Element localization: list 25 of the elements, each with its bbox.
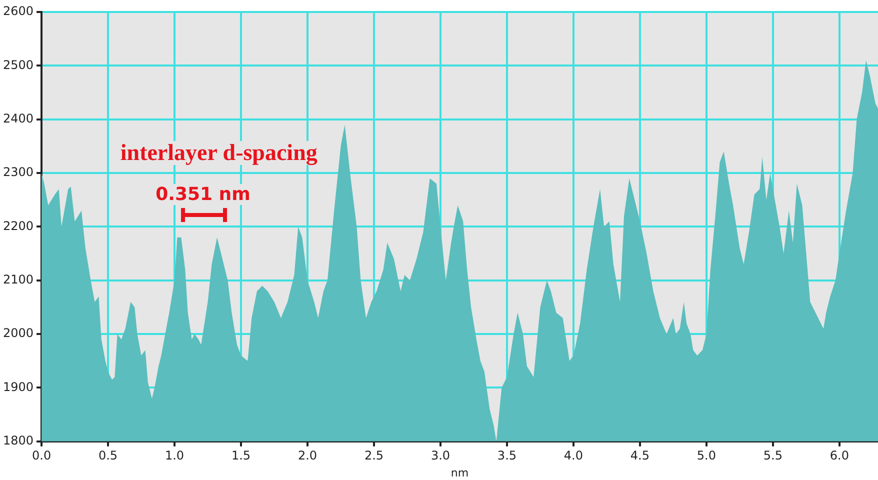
annotation: 0.351 nm — [156, 184, 250, 205]
x-tick-label: 1.0 — [164, 448, 184, 463]
x-tick-label: 1.5 — [231, 448, 251, 463]
x-tick-label: 5.0 — [696, 448, 716, 463]
y-tick-label: 2200 — [2, 218, 34, 233]
x-tick-label: 3.5 — [497, 448, 517, 463]
y-tick-label: 2100 — [2, 272, 34, 286]
x-tick-label: 4.5 — [630, 448, 650, 463]
x-tick-label: 0.0 — [32, 448, 52, 463]
y-tick-label: 2300 — [2, 165, 34, 180]
x-tick-label: 6.0 — [830, 448, 849, 463]
x-tick-label: 5.5 — [763, 448, 782, 463]
y-tick-label: 2400 — [2, 111, 34, 126]
y-tick-label: 2000 — [2, 326, 34, 340]
x-tick-label: 3.0 — [430, 448, 450, 463]
y-tick-label: 1800 — [2, 434, 34, 448]
x-tick-label: 2.5 — [364, 448, 384, 463]
x-tick-label: 2.0 — [298, 448, 318, 463]
y-tick-label: 1900 — [2, 380, 34, 394]
x-tick-label: 4.0 — [564, 448, 584, 463]
x-axis-title: nm — [450, 466, 469, 480]
y-tick-label: 2500 — [2, 58, 34, 72]
y-tick-label: 2600 — [2, 4, 34, 18]
annotation: interlayer d-spacing — [120, 140, 318, 166]
x-tick-label: 0.5 — [98, 448, 118, 463]
